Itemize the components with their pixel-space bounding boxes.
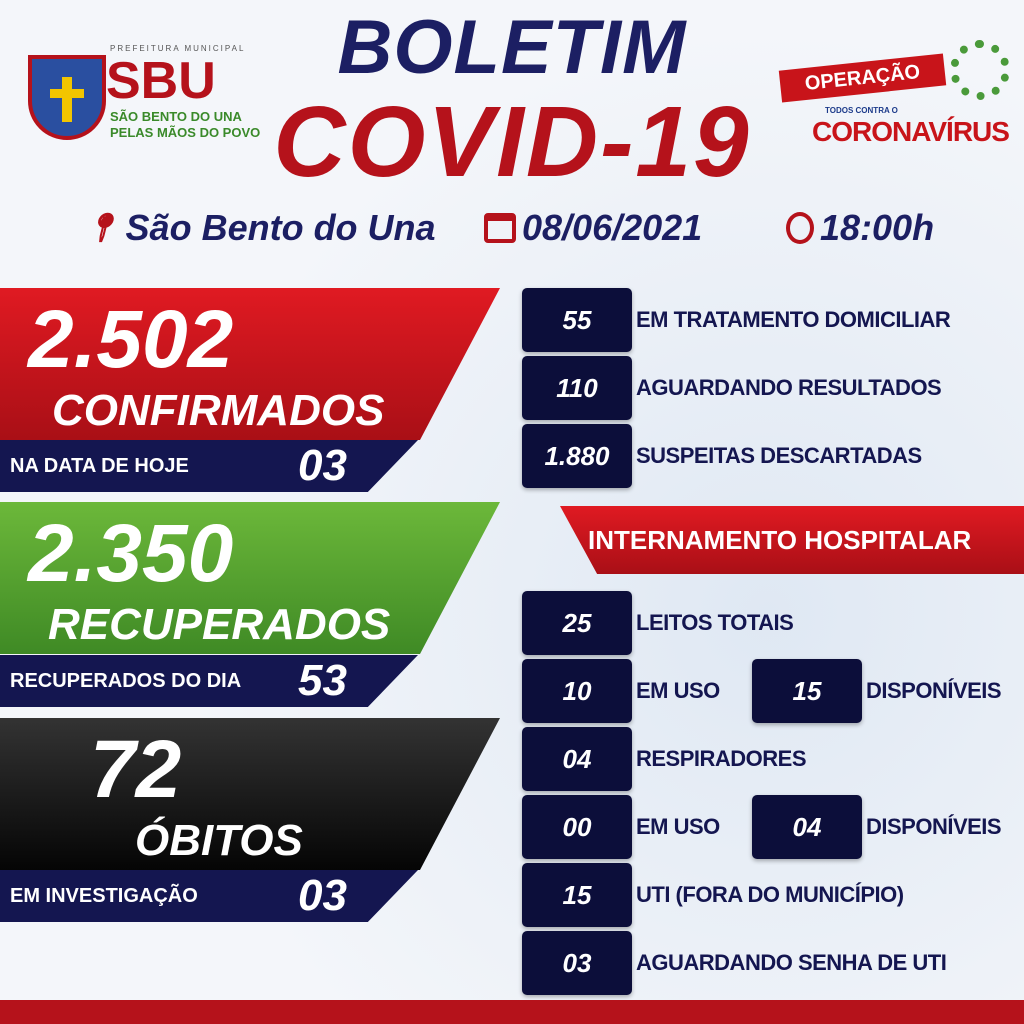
resp-disp-box: 04 bbox=[752, 795, 862, 859]
recuperados-today-value: 53 bbox=[298, 656, 347, 705]
recuperados-panel: 2.350 RECUPERADOS bbox=[0, 502, 500, 654]
senha-uti-box: 03 bbox=[522, 931, 632, 995]
obitos-investigation: EM INVESTIGAÇÃO 03 bbox=[0, 870, 418, 922]
resp-uso-label: EM USO bbox=[636, 814, 720, 839]
recuperados-label: RECUPERADOS bbox=[48, 600, 391, 649]
location-pin-icon: 📍︎ bbox=[84, 212, 120, 243]
stat-label: EM TRATAMENTO DOMICILIAR bbox=[636, 307, 951, 332]
stat-box: 55 bbox=[522, 288, 632, 352]
logo-prefeitura: PREFEITURA MUNICIPAL bbox=[110, 44, 246, 53]
logo-slogan: PELAS MÃOS DO POVO bbox=[110, 125, 261, 140]
confirmados-value: 2.502 bbox=[28, 294, 234, 385]
footer-bar bbox=[0, 1000, 1024, 1024]
logo-todos-contra: TODOS CONTRA O bbox=[825, 106, 898, 115]
hospital-banner: INTERNAMENTO HOSPITALAR bbox=[560, 506, 1024, 574]
location-text: São Bento do Una bbox=[125, 207, 436, 248]
logo-coronavirus: CORONAVÍRUS bbox=[812, 116, 1010, 147]
logo-city: SÃO BENTO DO UNA bbox=[110, 109, 242, 124]
obitos-label: ÓBITOS bbox=[135, 816, 303, 865]
respiradores-label: RESPIRADORES bbox=[636, 746, 807, 771]
recuperados-today-label: RECUPERADOS DO DIA bbox=[10, 670, 242, 692]
leitos-totais-label: LEITOS TOTAIS bbox=[636, 610, 794, 635]
title-boletim: BOLETIM bbox=[337, 5, 687, 90]
confirmados-today: NA DATA DE HOJE 03 bbox=[0, 440, 418, 492]
uti-box: 15 bbox=[522, 863, 632, 927]
municipal-crest-logo bbox=[28, 55, 106, 140]
title-covid: COVID-19 bbox=[273, 86, 751, 198]
resp-uso-box: 00 bbox=[522, 795, 632, 859]
leitos-uso-box: 10 bbox=[522, 659, 632, 723]
time-text: 18:00h bbox=[820, 207, 935, 248]
uti-label: UTI (FORA DO MUNICÍPIO) bbox=[636, 882, 904, 907]
stat-label: AGUARDANDO RESULTADOS bbox=[636, 375, 942, 400]
confirmados-panel: 2.502 CONFIRMADOS bbox=[0, 288, 500, 440]
obitos-investigation-value: 03 bbox=[298, 871, 347, 920]
resp-disp-label: DISPONÍVEIS bbox=[866, 814, 1002, 839]
senha-uti-label: AGUARDANDO SENHA DE UTI bbox=[636, 950, 947, 975]
recuperados-value: 2.350 bbox=[28, 508, 234, 599]
obitos-value: 72 bbox=[90, 724, 182, 815]
date-text: 08/06/2021 bbox=[522, 207, 703, 248]
obitos-investigation-label: EM INVESTIGAÇÃO bbox=[10, 885, 198, 907]
time: 18:00h bbox=[786, 206, 934, 250]
stat-box: 1.880 bbox=[522, 424, 632, 488]
confirmados-label: CONFIRMADOS bbox=[52, 386, 385, 435]
recuperados-today: RECUPERADOS DO DIA 53 bbox=[0, 655, 418, 707]
confirmados-today-label: NA DATA DE HOJE bbox=[10, 455, 189, 477]
clock-icon bbox=[786, 212, 814, 244]
stat-label: SUSPEITAS DESCARTADAS bbox=[636, 443, 922, 468]
leitos-disp-box: 15 bbox=[752, 659, 862, 723]
stat-box: 110 bbox=[522, 356, 632, 420]
virus-icon bbox=[950, 40, 1010, 100]
confirmados-today-value: 03 bbox=[298, 441, 347, 490]
location: 📍︎ São Bento do Una bbox=[84, 206, 436, 250]
calendar-icon bbox=[484, 213, 516, 243]
date: 08/06/2021 bbox=[484, 206, 702, 250]
hospital-title: INTERNAMENTO HOSPITALAR bbox=[588, 525, 972, 555]
respiradores-box: 04 bbox=[522, 727, 632, 791]
obitos-panel: 72 ÓBITOS bbox=[0, 718, 500, 870]
logo-sbu: SBU bbox=[106, 52, 216, 110]
leitos-uso-label: EM USO bbox=[636, 678, 720, 703]
leitos-disp-label: DISPONÍVEIS bbox=[866, 678, 1002, 703]
leitos-totais-box: 25 bbox=[522, 591, 632, 655]
